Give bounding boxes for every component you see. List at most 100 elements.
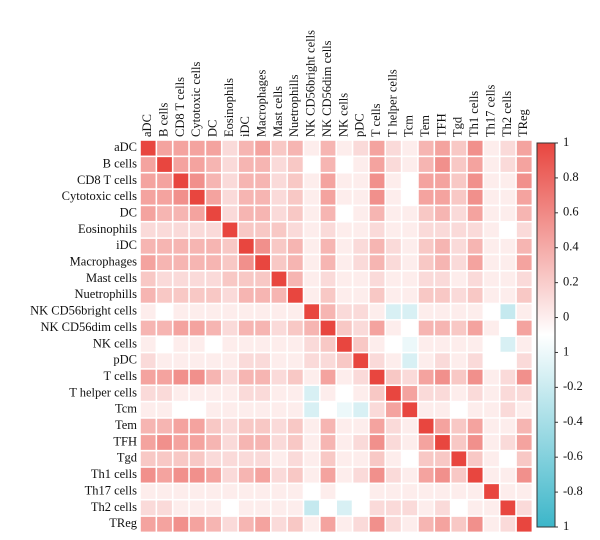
cell	[320, 255, 336, 270]
cell	[337, 451, 352, 467]
cell	[337, 238, 352, 254]
cell	[402, 467, 418, 483]
cell	[451, 222, 467, 238]
cell	[353, 337, 369, 352]
cell	[222, 222, 238, 238]
cell	[157, 386, 172, 401]
cell	[516, 287, 532, 303]
cell	[206, 206, 221, 221]
cell	[222, 516, 238, 532]
cell	[418, 157, 434, 172]
cell	[467, 173, 483, 189]
cell	[271, 157, 287, 172]
cell	[189, 484, 205, 499]
cell	[467, 222, 483, 238]
cell	[337, 435, 352, 450]
row-label: NK CD56bright cells	[30, 304, 137, 318]
column-label: NK cells	[336, 93, 350, 137]
cell	[255, 320, 270, 336]
cell	[157, 255, 172, 270]
column-label: T helper cells	[385, 69, 399, 137]
row-label: Cytotoxic cells	[62, 189, 137, 203]
cell	[435, 516, 450, 532]
cell	[255, 206, 270, 221]
cell	[418, 173, 434, 189]
cell	[189, 500, 205, 516]
cell	[140, 484, 156, 499]
cell	[222, 287, 238, 303]
cell	[435, 304, 450, 320]
column-label: DC	[205, 120, 219, 137]
cell	[500, 386, 516, 401]
column-label: Tcm	[402, 115, 416, 137]
cell	[255, 157, 270, 172]
cell	[222, 337, 238, 352]
cell	[484, 287, 499, 303]
cell	[271, 418, 287, 434]
cell	[369, 157, 385, 172]
cell	[516, 271, 532, 287]
cell	[320, 271, 336, 287]
cell	[238, 451, 254, 467]
cell	[304, 451, 320, 467]
cell	[157, 287, 172, 303]
cell	[157, 516, 172, 532]
cell	[304, 140, 320, 156]
cell	[304, 337, 320, 352]
cell	[435, 386, 450, 401]
cell	[189, 402, 205, 418]
cell	[500, 238, 516, 254]
cell	[222, 484, 238, 499]
cell	[386, 173, 401, 189]
row-label: iDC	[116, 238, 137, 252]
cell	[271, 516, 287, 532]
cell	[467, 238, 483, 254]
cell	[451, 140, 467, 156]
cell	[451, 386, 467, 401]
cell	[287, 435, 303, 450]
cell	[206, 418, 221, 434]
cell	[402, 451, 418, 467]
cell	[222, 189, 238, 205]
cell	[484, 467, 499, 483]
cell	[189, 189, 205, 205]
cell	[140, 500, 156, 516]
cell	[467, 369, 483, 385]
cell	[369, 189, 385, 205]
column-label: Mast cells	[271, 86, 285, 137]
cell	[140, 435, 156, 450]
cell	[222, 271, 238, 287]
cell	[484, 271, 499, 287]
cell	[500, 337, 516, 352]
cell	[402, 189, 418, 205]
cell	[238, 320, 254, 336]
cell	[271, 238, 287, 254]
cell	[435, 271, 450, 287]
cell	[206, 369, 221, 385]
cell	[271, 271, 287, 287]
cell	[287, 467, 303, 483]
cell	[337, 484, 352, 499]
cell	[157, 320, 172, 336]
cell	[222, 402, 238, 418]
column-label: T cells	[369, 103, 383, 137]
cell	[206, 157, 221, 172]
cell	[287, 222, 303, 238]
cell	[173, 451, 189, 467]
cell	[386, 238, 401, 254]
cell	[402, 418, 418, 434]
cell	[484, 304, 499, 320]
cell	[222, 206, 238, 221]
cell	[369, 238, 385, 254]
cell	[500, 222, 516, 238]
column-label: TFH	[434, 113, 448, 137]
cell	[451, 287, 467, 303]
cell	[304, 435, 320, 450]
cell	[402, 304, 418, 320]
cell	[157, 222, 172, 238]
cell	[467, 435, 483, 450]
cell	[369, 304, 385, 320]
cell	[435, 140, 450, 156]
cell	[255, 222, 270, 238]
